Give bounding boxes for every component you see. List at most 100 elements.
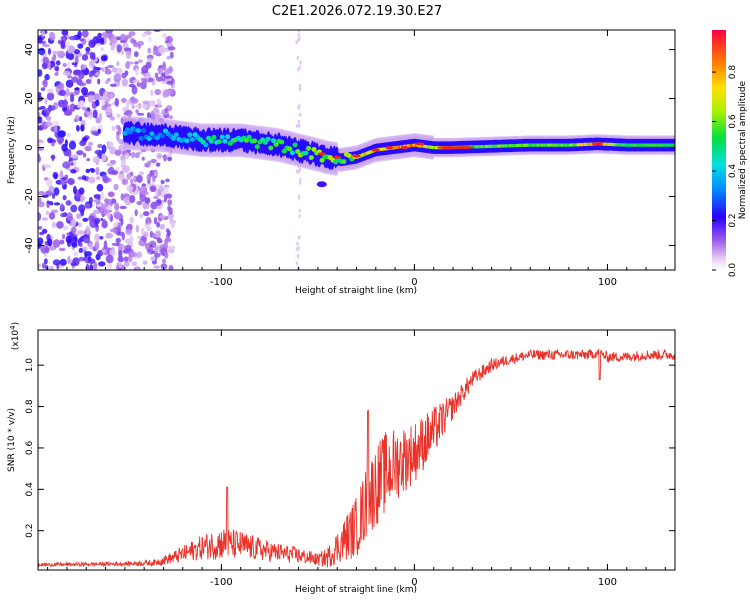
noise-blob [120,218,124,226]
noise-blob [70,226,77,234]
noise-blob [297,119,301,124]
noise-blob [121,265,126,270]
noise-blob [79,100,85,108]
ridge-core [138,136,144,141]
noise-blob [129,234,134,243]
noise-blob [150,209,154,214]
noise-blob [123,261,130,267]
noise-blob [93,261,98,270]
noise-blob [88,39,96,48]
noise-blob [53,187,60,196]
noise-blob [136,251,143,258]
ridge-peak [333,155,342,159]
noise-blob [123,256,129,263]
noise-blob [165,178,170,183]
noise-blob [139,186,148,194]
noise-blob [156,98,161,104]
noise-blob [76,125,80,132]
noise-blob [46,92,55,101]
noise-blob [53,202,61,206]
noise-blob [73,251,79,256]
noise-blob [62,195,67,201]
noise-blob [81,54,89,61]
noise-blob [49,32,56,41]
noise-blob [57,39,62,45]
noise-blob [102,249,107,254]
noise-blob [46,178,53,187]
noise-blob [144,231,149,238]
noise-blob [85,225,91,235]
ridge-peak [450,146,475,150]
noise-blob [147,248,152,253]
noise-blob [59,239,65,245]
noise-blob [134,61,139,65]
noise-blob [164,252,169,259]
noise-blob [55,85,60,93]
spectrogram-panel: -100 0 100 -40 -20 0 20 40 Height of straight … [7,29,676,296]
noise-blob [146,173,152,182]
noise-blob [135,267,139,270]
noise-blob [41,262,46,269]
noise-blob [129,216,134,224]
ridge-core [292,142,298,148]
spectrogram-marks [38,30,675,270]
ridge-core [243,138,250,143]
noise-blob [158,65,163,69]
noise-blob [38,138,42,144]
noise-blob [107,64,114,69]
noise-blob [150,158,157,164]
noise-blob [96,203,102,208]
noise-blob [79,140,87,147]
noise-blob [61,143,68,152]
noise-blob [166,56,171,60]
noise-blob [81,175,87,181]
noise-blob [154,72,159,79]
noise-blob [97,143,103,149]
noise-blob [299,112,302,117]
noise-blob [111,125,116,131]
noise-blob [153,195,159,200]
noise-blob [77,30,82,39]
noise-blob [131,151,136,159]
noise-blob [98,112,103,122]
ridge-core [173,132,179,138]
noise-blob [165,193,173,199]
noise-blob [68,35,77,41]
noise-blob [121,78,128,87]
noise-blob [295,261,299,266]
noise-blob [77,176,83,180]
spectrogram-y-label: Frequency (Hz) [7,116,17,184]
noise-blob [85,51,90,55]
noise-blob [152,232,156,239]
noise-blob [115,67,123,76]
noise-blob [298,180,302,185]
noise-blob [163,75,171,79]
noise-blob [92,156,100,164]
noise-blob [131,261,137,267]
noise-blob [104,106,113,116]
colorbar-tick-label: 0.8 [728,65,738,80]
noise-blob [123,47,132,52]
noise-blob [104,209,113,213]
spectrogram-x-ticks: -100 0 100 [47,30,666,288]
ridge-core [225,134,231,140]
noise-blob [80,65,86,70]
noise-blob [146,112,151,119]
noise-blob [80,124,85,132]
noise-blob [99,236,104,240]
ridge-core [187,132,193,138]
colorbar-label: Normalized spectral amplitude [738,80,748,219]
noise-blob [79,38,84,42]
noise-blob [113,183,119,191]
noise-blob [299,60,302,65]
spectrogram-x-label: Height of straight line (km) [295,286,417,296]
noise-blob [67,255,71,264]
noise-blob [136,200,143,206]
noise-blob [105,232,113,239]
noise-blob [143,30,152,36]
snr-y-label: SNR (10 * v/v) [7,408,17,472]
noise-blob [297,246,301,251]
noise-blob [165,89,174,95]
noise-blob [145,217,152,226]
noise-blob [51,120,60,126]
